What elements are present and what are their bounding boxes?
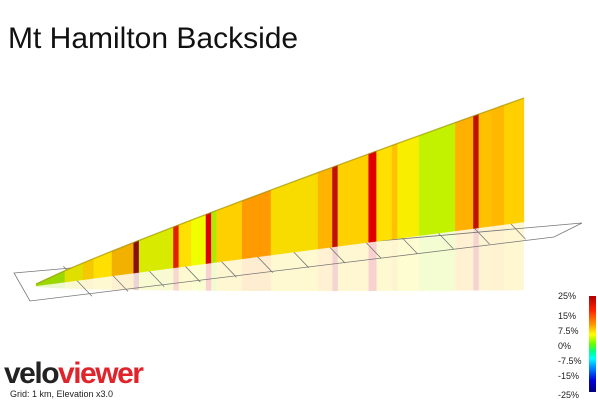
profile-segment-8	[178, 219, 192, 268]
grid-caption: Grid: 1 km, Elevation x3.0	[10, 389, 114, 399]
reflection-segment-15	[317, 247, 333, 292]
profile-segment-9	[191, 214, 207, 266]
reflection-segment-27	[504, 222, 524, 291]
profile-segment-19	[376, 145, 393, 242]
profile-segment-22	[419, 122, 456, 236]
veloviewer-logo: veloviewer	[4, 357, 144, 390]
reflection-segment-16	[332, 246, 338, 292]
reflection-segment-8	[178, 265, 192, 291]
profile-segment-16	[332, 165, 338, 248]
reflection-segment-20	[392, 238, 398, 291]
legend-label-neg-7-5: -7.5%	[558, 356, 582, 366]
reflection-segment-3	[93, 276, 112, 290]
gradient-scale-bar	[589, 296, 596, 392]
profile-segment-27	[503, 97, 525, 225]
grid-outline	[13, 222, 583, 302]
profile-segment-12	[216, 200, 243, 263]
legend-label-25: 25%	[558, 291, 577, 301]
profile-segment-14	[270, 172, 319, 256]
reflection-segment-5	[133, 272, 140, 291]
reflection-segment-10	[205, 263, 212, 291]
profile-segment-26	[491, 104, 505, 227]
profile-segment-7	[173, 224, 179, 269]
legend-label-15: 15%	[558, 311, 577, 321]
legend-label-neg-25: -25%	[558, 390, 580, 400]
reflection-segment-22	[419, 231, 456, 291]
profile-segment-20	[391, 143, 398, 240]
profile-segment-15	[317, 167, 333, 250]
profile-segment-25	[478, 109, 492, 229]
legend-label-7-5: 7.5%	[558, 326, 579, 336]
reflection-segment-24	[473, 227, 479, 291]
reflection-segment-23	[455, 228, 474, 291]
legend-label-0: 0%	[558, 341, 572, 351]
reflection-segment-7	[173, 267, 179, 291]
reflection-segment-9	[191, 263, 206, 291]
reflection-segment-2	[82, 278, 94, 290]
profile-segment-24	[473, 113, 479, 229]
reflection-segment-25	[478, 226, 492, 291]
profile-segment-1	[64, 262, 84, 283]
profile-segment-10	[205, 212, 212, 264]
chart-title: Mt Hamilton Backside	[8, 22, 299, 55]
logo-viewer: viewer	[58, 357, 144, 390]
profile-segment-11	[211, 210, 217, 264]
gradient-legend: 25% 15% 7.5% 0% -7.5% -15% -25%	[556, 288, 598, 400]
profile-segment-21	[397, 135, 420, 239]
profile-segment-18	[368, 150, 377, 243]
profile-segment-13	[241, 189, 272, 260]
reflection-segment-26	[491, 224, 505, 291]
reflection-segment-17	[337, 242, 369, 292]
reflection-segment-11	[211, 262, 217, 291]
reflection-segment-4	[111, 273, 134, 291]
profile-segment-5	[133, 240, 140, 274]
logo-velo: velo	[4, 357, 60, 390]
profile-top-edge	[35, 97, 525, 285]
reflection-segment-14	[270, 249, 318, 292]
reflection-segment-0	[36, 282, 65, 289]
profile-segments	[35, 97, 525, 287]
reflection-segment-18	[368, 241, 377, 292]
reflection-segment-12	[216, 258, 243, 291]
reflection-segment-19	[376, 239, 393, 291]
legend-label-neg-15: -15%	[558, 371, 580, 381]
profile-segment-17	[337, 153, 369, 247]
profile-segment-23	[455, 115, 474, 232]
